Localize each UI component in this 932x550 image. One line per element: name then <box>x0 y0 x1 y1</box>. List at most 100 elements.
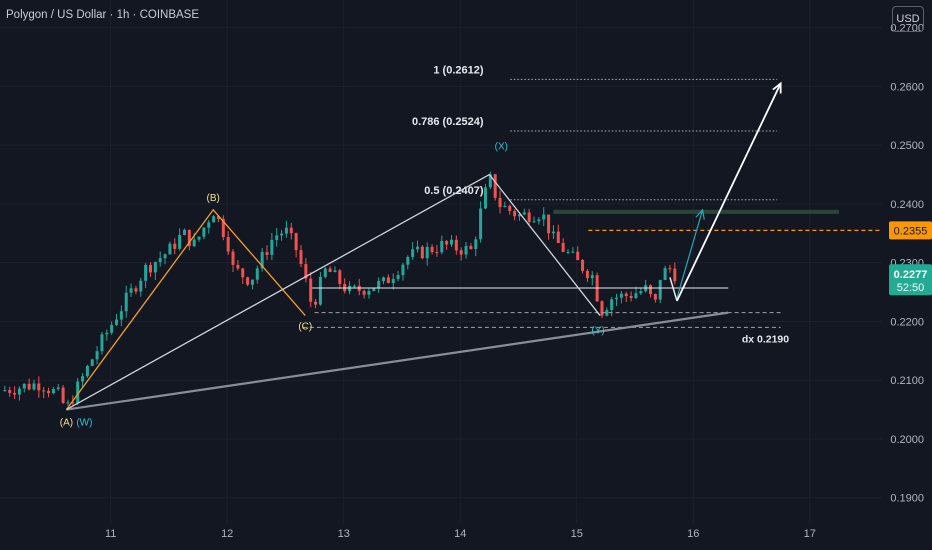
supply-zone[interactable] <box>553 209 839 214</box>
candle-body <box>517 214 521 217</box>
candle-body <box>561 242 565 252</box>
price-axis[interactable]: 0.27000.26000.25000.24000.23000.22000.21… <box>889 23 932 505</box>
candle-body <box>420 246 424 259</box>
candle-body <box>488 174 492 188</box>
candle-body <box>469 246 473 250</box>
candle-body <box>8 390 12 393</box>
target-price-tag <box>889 221 932 240</box>
candle-body <box>445 240 449 245</box>
candle-body <box>658 279 662 300</box>
candle-body <box>401 264 405 276</box>
candle-body <box>85 365 89 377</box>
candle-body <box>202 227 206 237</box>
candle-body <box>556 231 560 243</box>
candle-body <box>464 246 468 255</box>
wxy-wave-line[interactable] <box>66 173 601 411</box>
time-tick-label: 13 <box>338 528 350 540</box>
last-price-tag <box>889 264 932 296</box>
candle-body <box>182 229 186 236</box>
projection-leg <box>669 277 678 302</box>
trend-line[interactable] <box>66 311 729 411</box>
candle-body <box>134 288 138 292</box>
abc-wave-line[interactable] <box>65 208 306 410</box>
candle-body <box>260 252 264 269</box>
candle-body <box>425 246 429 259</box>
price-tick-label: 0.2100 <box>890 375 924 387</box>
candle-body <box>352 285 356 287</box>
candle-body <box>236 264 240 269</box>
symbol-title[interactable]: Polygon / US Dollar · 1h · COINBASE <box>6 9 200 21</box>
currency-button[interactable]: USD <box>892 6 924 32</box>
candle-body <box>498 197 502 208</box>
target-price-tag-label: 0.2355 <box>894 225 928 237</box>
wxy-wave-label: (Y) <box>591 326 604 337</box>
candle-body <box>27 383 31 390</box>
candle-body <box>163 254 167 259</box>
candle-body <box>362 290 366 295</box>
chart-drawings[interactable]: 1 (0.2612) 0.786 (0.2524) 0.5 (0.2407) dx 0… <box>60 64 882 429</box>
white-projection-arrow-head <box>772 81 782 94</box>
candle-body <box>576 251 580 261</box>
candle-body <box>56 387 60 390</box>
candle-body <box>493 174 497 198</box>
candle-body <box>605 309 609 316</box>
time-tick-label: 17 <box>804 528 816 540</box>
candle-body <box>90 359 94 366</box>
candle-body <box>13 392 17 395</box>
candle-body <box>483 187 487 209</box>
candle-body <box>76 381 80 404</box>
candle-body <box>187 229 191 247</box>
candle-body <box>532 221 536 223</box>
candle-body <box>100 334 104 352</box>
candle-body <box>124 292 128 312</box>
white-projection-arrow-shaft[interactable] <box>676 83 782 302</box>
candle-body <box>610 299 614 310</box>
candle-body <box>178 235 182 249</box>
candle-body <box>284 227 288 234</box>
candle-body <box>629 296 633 299</box>
candle-body <box>115 319 119 325</box>
time-axis[interactable]: 11 12 13 14 15 16 17 <box>105 528 816 540</box>
candle-body <box>314 301 318 305</box>
candle-body <box>318 276 322 305</box>
candlestick-series <box>3 171 677 406</box>
candle-body <box>119 311 123 320</box>
price-tick-label: 0.2600 <box>890 81 924 93</box>
candle-body <box>474 239 478 250</box>
candle-body <box>47 390 51 394</box>
candle-body <box>649 285 653 295</box>
candle-body <box>581 260 585 271</box>
cyan-projection-arrow-shaft[interactable] <box>676 209 704 299</box>
candle-body <box>338 270 342 284</box>
candle-body <box>600 301 604 316</box>
time-tick-label: 15 <box>571 528 583 540</box>
candle-body <box>289 227 293 234</box>
candle-body <box>367 290 371 295</box>
abc-wave-label: (B) <box>207 193 220 204</box>
candle-body <box>71 402 75 404</box>
candle-body <box>396 275 400 280</box>
candle-body <box>619 293 623 298</box>
candle-body <box>221 218 225 237</box>
candle-body <box>537 219 541 222</box>
candle-body <box>32 383 36 390</box>
candle-body <box>673 268 677 282</box>
candle-body <box>17 388 21 395</box>
candle-body <box>411 249 415 257</box>
candle-body <box>129 288 133 293</box>
candle-body <box>430 246 434 253</box>
candle-body <box>299 250 303 265</box>
fib-level-label: 1 (0.2612) <box>433 64 483 76</box>
candle-body <box>192 239 196 247</box>
price-tick-label: 0.2200 <box>890 316 924 328</box>
price-tick-label: 0.2000 <box>890 434 924 446</box>
candle-body <box>197 236 201 240</box>
candle-body <box>81 376 85 382</box>
candle-body <box>513 211 517 217</box>
candle-body <box>503 205 507 208</box>
candle-body <box>265 252 269 255</box>
candle-body <box>527 212 531 222</box>
candle-body <box>435 252 439 254</box>
candle-body <box>615 297 619 300</box>
